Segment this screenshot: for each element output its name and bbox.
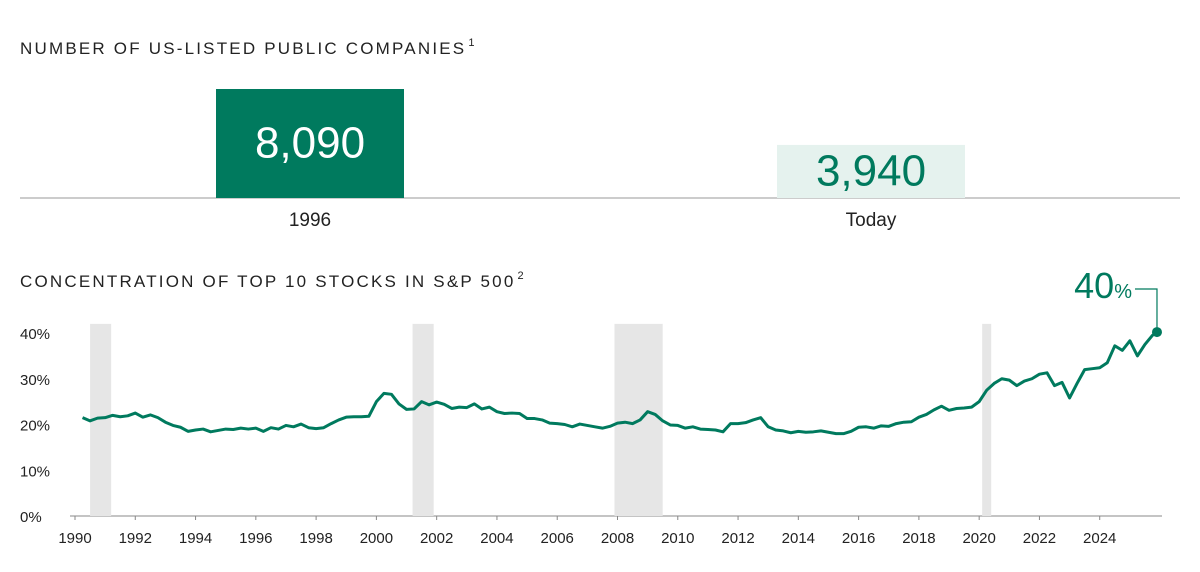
x-tick-label: 2024 [1083, 530, 1116, 547]
x-tick-label: 2018 [902, 530, 935, 547]
annotation-unit: % [1114, 281, 1132, 303]
y-tick-label: 40% [20, 326, 50, 343]
value-label: 3,940 [816, 146, 926, 195]
x-tick-label: 2020 [962, 530, 995, 547]
x-tick-label: 1996 [289, 210, 331, 231]
y-tick-label: 30% [20, 372, 50, 389]
x-tick-label: 1992 [119, 530, 152, 547]
leader-line [1134, 288, 1158, 329]
annotation-number: 40 [1074, 265, 1114, 306]
x-tick-label: 2016 [842, 530, 875, 547]
value-label: 8,090 [255, 119, 365, 168]
x-tick-label: 2008 [601, 530, 634, 547]
title-text: CONCENTRATION OF TOP 10 STOCKS IN S&P 50… [20, 272, 516, 291]
chart-title: CONCENTRATION OF TOP 10 STOCKS IN S&P 50… [20, 270, 526, 291]
bar [777, 144, 965, 198]
recession-band [412, 323, 434, 516]
recession-band [90, 323, 112, 516]
x-tick-label: 2006 [541, 530, 574, 547]
x-tick-label: 1998 [299, 530, 332, 547]
annotation: 40% [1074, 265, 1132, 306]
line [81, 330, 1158, 436]
x-tick-label: Today [846, 210, 897, 231]
chart-title: NUMBER OF US-LISTED PUBLIC COMPANIES 1 [20, 37, 477, 58]
y-tick-label: 20% [20, 418, 50, 435]
bar [216, 89, 404, 198]
end-point [1151, 327, 1162, 338]
x-tick-label: 2010 [661, 530, 694, 547]
x-tick-label: 1996 [239, 530, 272, 547]
x-tick-label: 1990 [58, 530, 91, 547]
x-tick-label: 2000 [360, 530, 393, 547]
footnote: 2 [518, 270, 526, 282]
y-tick-label: 0% [20, 509, 42, 526]
x-tick-label: 2012 [721, 530, 754, 547]
x-tick-label: 2014 [782, 530, 815, 547]
x-tick-label: 2002 [420, 530, 453, 547]
y-tick-label: 10% [20, 463, 50, 480]
x-tick-label: 2004 [480, 530, 513, 547]
footnote: 1 [468, 37, 476, 49]
title-text: NUMBER OF US-LISTED PUBLIC COMPANIES [20, 39, 466, 58]
x-tick-label: 2022 [1023, 530, 1056, 547]
recession-band [982, 323, 992, 516]
x-tick-label: 1994 [179, 530, 212, 547]
